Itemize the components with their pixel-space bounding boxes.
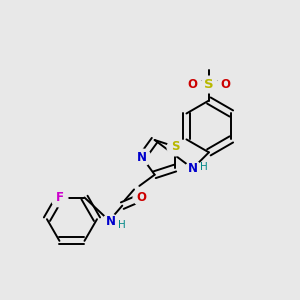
Text: S: S (204, 78, 214, 91)
Text: H: H (200, 162, 208, 172)
Text: O: O (188, 78, 198, 91)
Text: N: N (188, 162, 198, 175)
Text: N: N (137, 151, 147, 164)
Text: O: O (136, 191, 146, 204)
Text: S: S (171, 140, 179, 153)
Text: O: O (220, 78, 230, 91)
Text: F: F (56, 191, 64, 204)
Text: H: H (118, 220, 126, 230)
Text: N: N (106, 215, 116, 228)
